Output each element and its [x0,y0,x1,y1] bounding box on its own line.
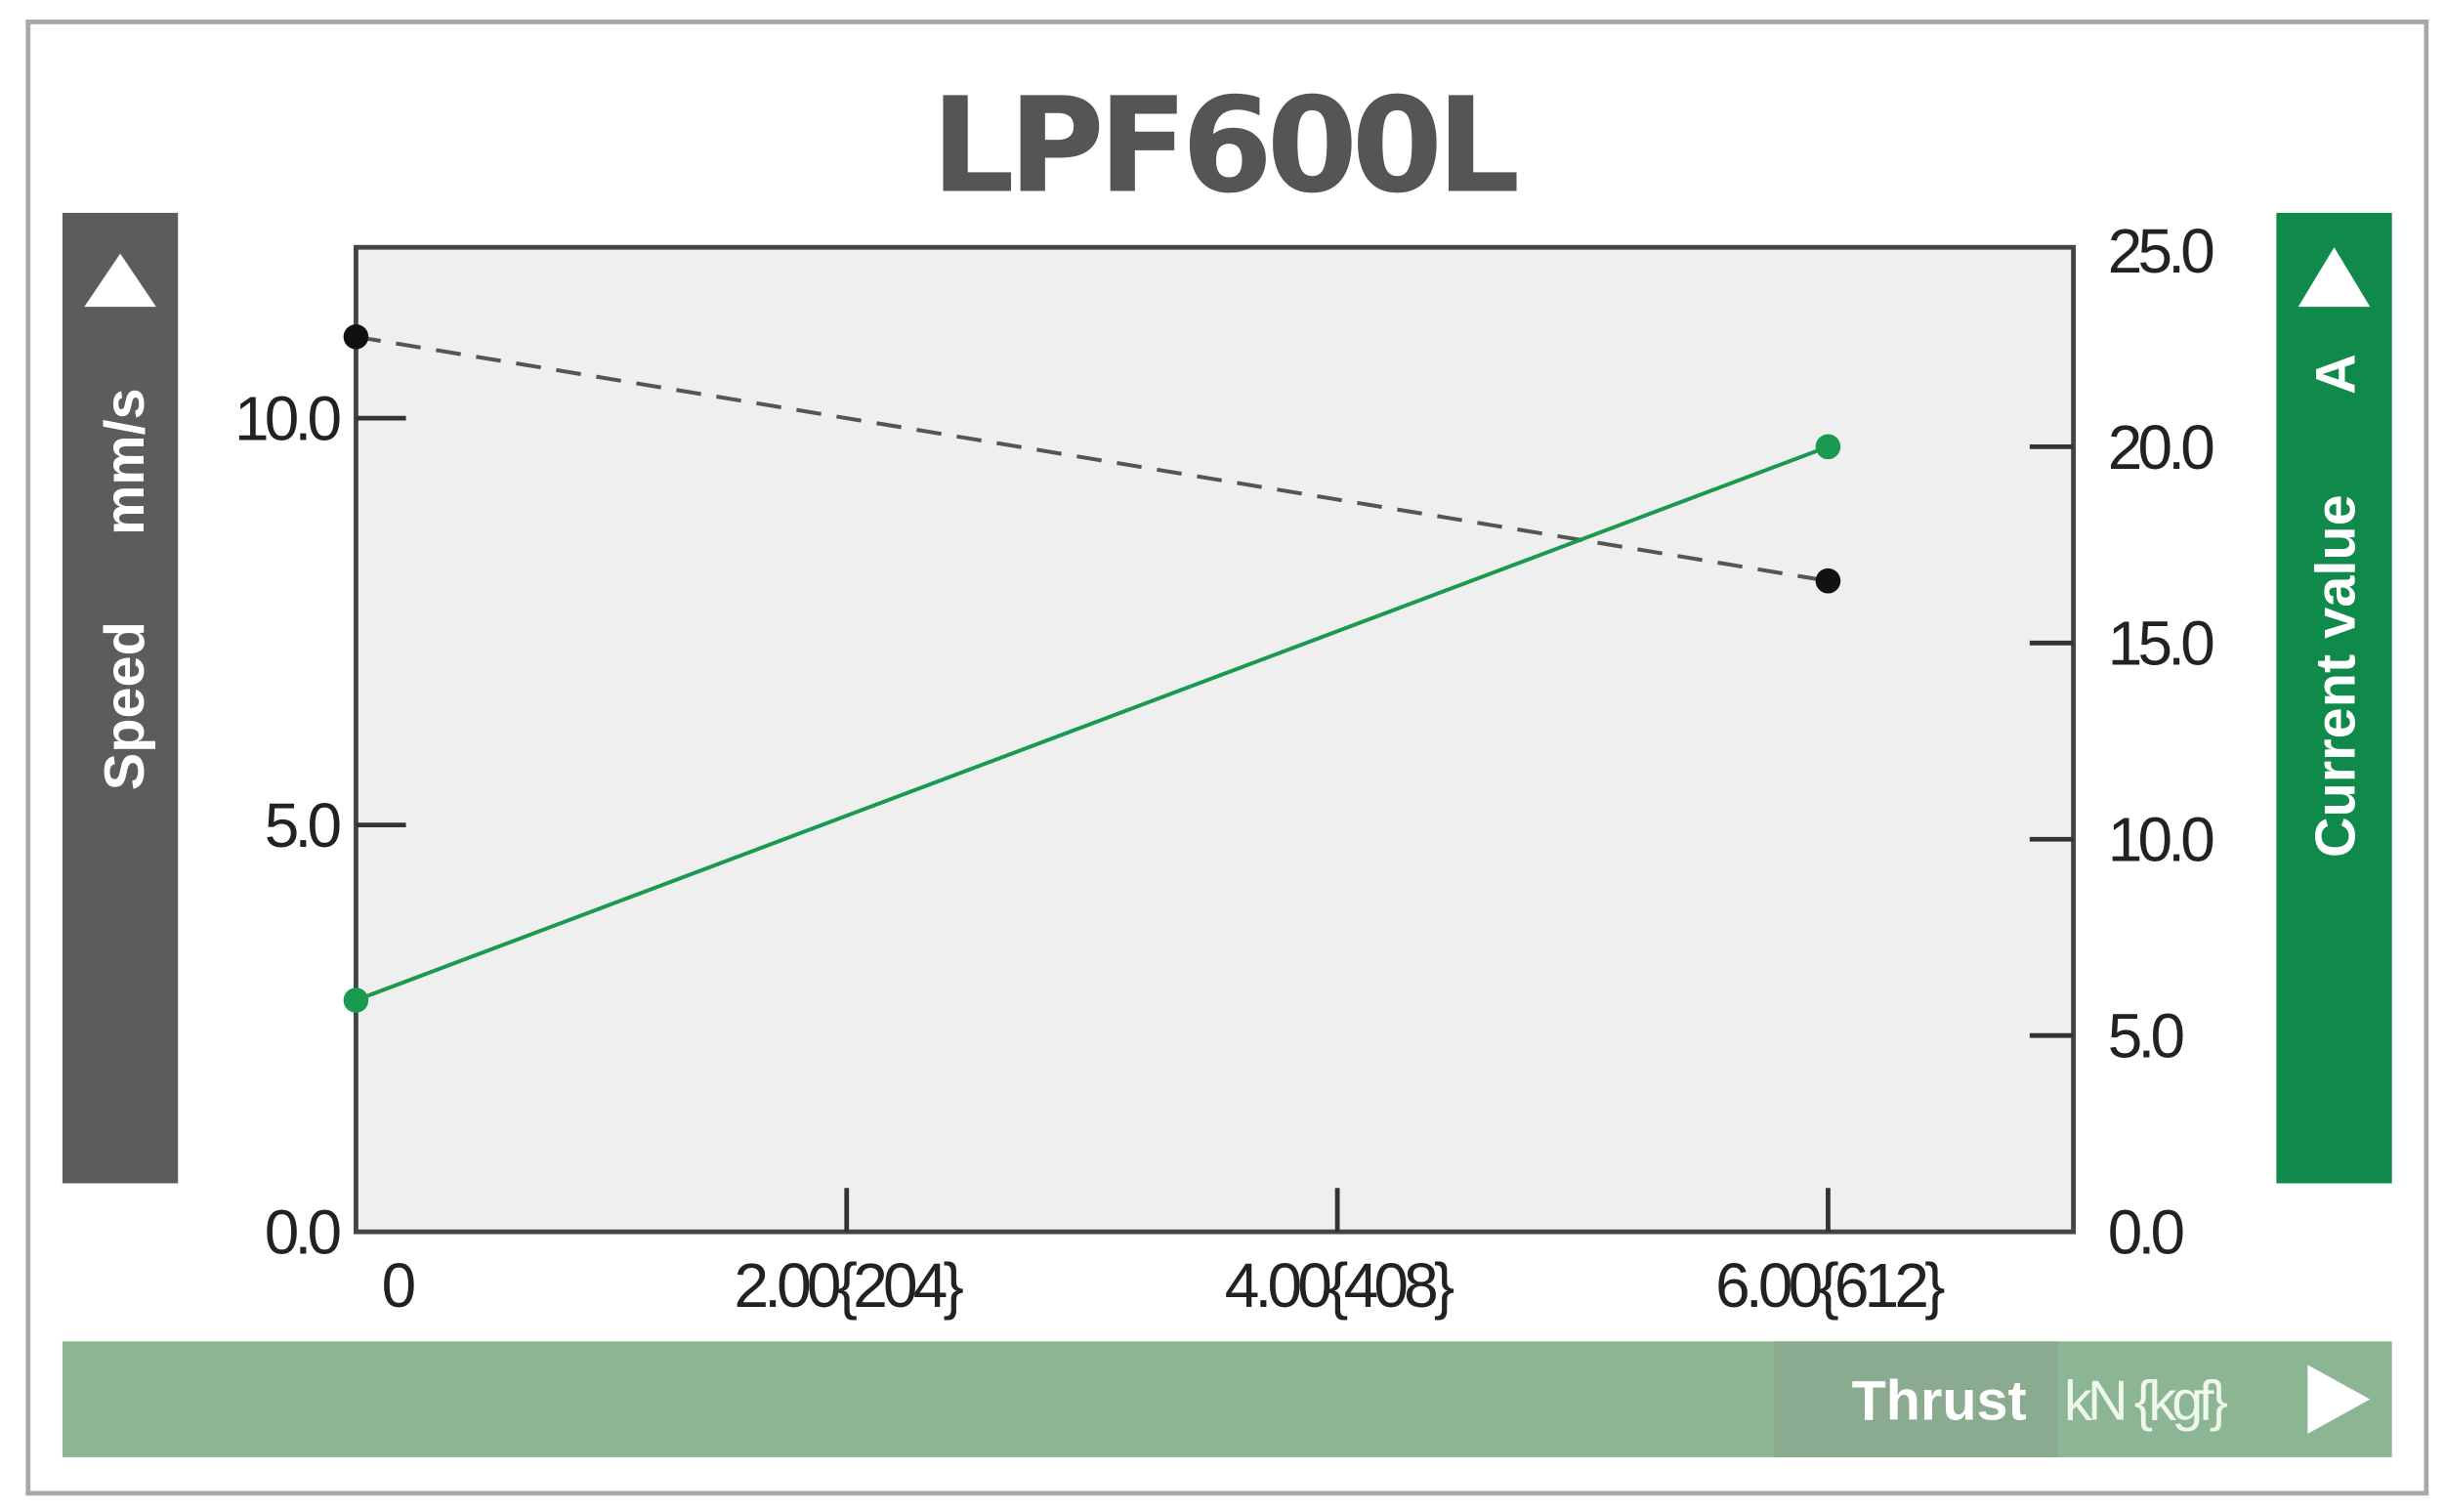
x-tick-label: 4.00{408} [1225,1250,1454,1321]
left-axis-label: Speed [94,621,156,790]
left-axis-band [62,212,179,1184]
current-line [355,444,1830,1002]
y-left-tick-label: 0.0 [265,1197,341,1268]
right-arrow-icon [2307,1365,2371,1434]
y-right-tick-label: 0.0 [2108,1197,2184,1268]
up-arrow-icon [2297,247,2371,308]
right-axis-unit: A [2304,354,2367,395]
y-right-tick-label: 5.0 [2108,1001,2184,1071]
current-point [1815,434,1841,460]
x-axis-unit: kN {kgf} [2064,1369,2228,1432]
y-right-tick-label: 25.0 [2108,216,2213,286]
right-axis-label: Current value [2304,494,2367,858]
right-axis-band [2276,212,2392,1184]
y-right-tick-label: 15.0 [2108,609,2213,679]
x-tick-label: 6.00{612} [1715,1250,1945,1321]
y-right-tick-label: 20.0 [2108,412,2213,483]
speed-line [356,334,1829,583]
speed-point [1815,567,1841,594]
y-left-tick-label: 5.0 [265,790,341,861]
current-point [343,987,369,1013]
bottom-axis-label-box [1773,1341,2058,1457]
y-right-tick-label: 10.0 [2108,805,2213,875]
x-tick-label: 0 [382,1250,415,1321]
y-left-tick-label: 10.0 [234,383,340,453]
chart-title: LPF600L [931,68,1516,222]
x-axis-label: Thrust [1852,1369,2027,1432]
plot-area [354,244,2076,1235]
speed-point [343,324,369,350]
left-axis-unit: mm/s [94,388,156,535]
x-tick-label: 2.00{204} [734,1250,963,1321]
up-arrow-icon [84,253,156,308]
